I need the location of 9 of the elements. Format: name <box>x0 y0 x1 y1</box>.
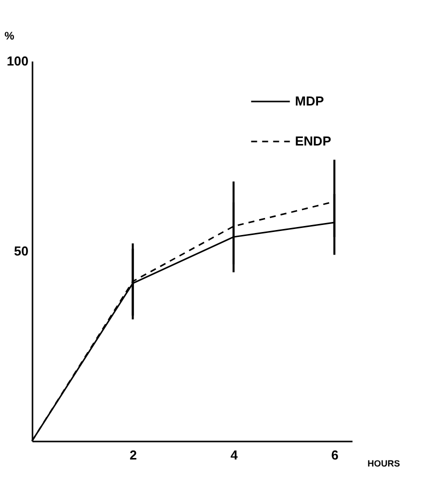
x-axis-title: HOURS <box>368 458 400 468</box>
x-tick-label: 4 <box>230 448 238 462</box>
x-tick-label: 2 <box>130 448 137 462</box>
y-tick-label: 50 <box>14 244 28 258</box>
y-tick-label: 100 <box>6 54 28 68</box>
legend-label: ENDP <box>295 134 332 148</box>
legend-label: MDP <box>295 94 324 108</box>
x-tick-label: 6 <box>331 448 338 462</box>
y-axis-title: % <box>4 30 14 42</box>
